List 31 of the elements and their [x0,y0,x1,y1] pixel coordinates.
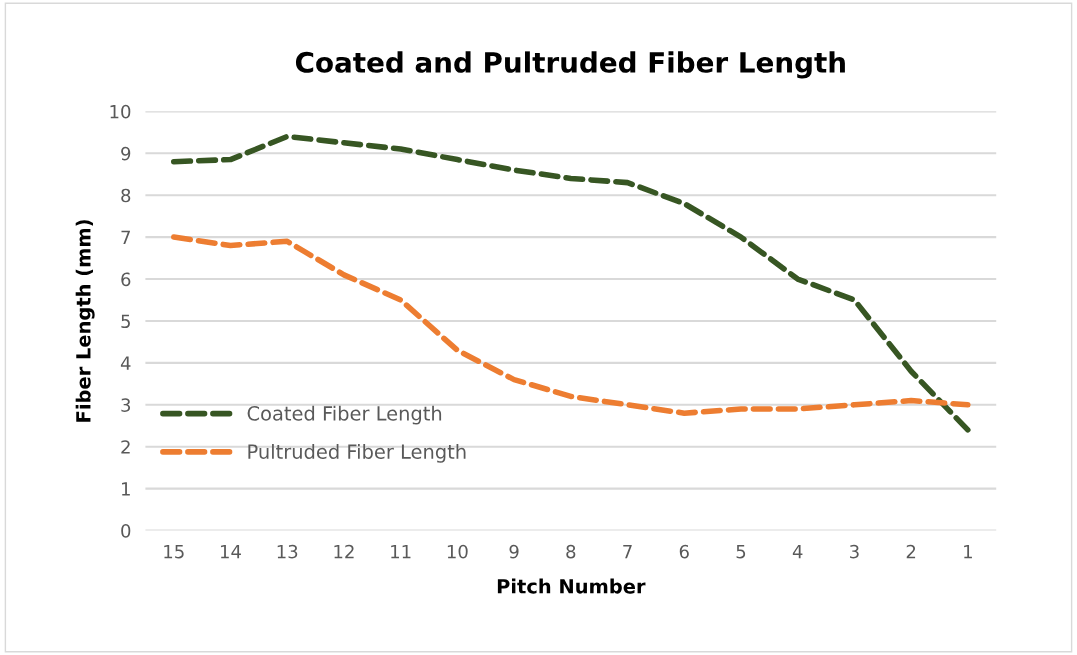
x-tick-label: 9 [509,544,519,559]
y-tick-label: 8 [121,188,131,203]
x-tick-label: 15 [164,544,184,559]
x-tick-label: 1 [964,544,972,559]
chart-title: Coated and Pultruded Fiber Length [295,51,845,79]
legend-label: Pultruded Fiber Length [248,443,466,463]
y-tick-label: 10 [110,104,131,119]
legend-label: Coated Fiber Length [247,405,442,425]
y-tick-label: 7 [121,230,130,244]
x-tick-label: 7 [623,544,632,559]
y-tick-label: 0 [121,524,131,538]
x-tick-label: 13 [277,544,298,559]
y-tick-label: 9 [121,146,131,161]
y-tick-label: 1 [122,482,130,496]
y-tick-label: 5 [121,314,130,329]
x-tick-label: 2 [906,544,916,559]
x-tick-label: 6 [679,544,689,559]
x-tick-label: 3 [850,544,859,559]
x-axis-title: Pitch Number [497,578,646,594]
x-tick-label: 12 [334,544,354,559]
x-tick-label: 10 [447,544,468,559]
y-axis-title: Fiber Length (mm) [75,220,95,422]
x-tick-label: 4 [792,544,803,559]
y-tick-label: 3 [121,398,131,412]
x-tick-label: 11 [391,544,411,559]
x-tick-label: 8 [566,544,576,559]
x-tick-label: 5 [736,544,746,559]
y-tick-label: 6 [121,272,131,287]
x-tick-label: 14 [220,544,241,559]
y-tick-label: 2 [121,440,130,454]
y-tick-label: 4 [120,356,131,370]
